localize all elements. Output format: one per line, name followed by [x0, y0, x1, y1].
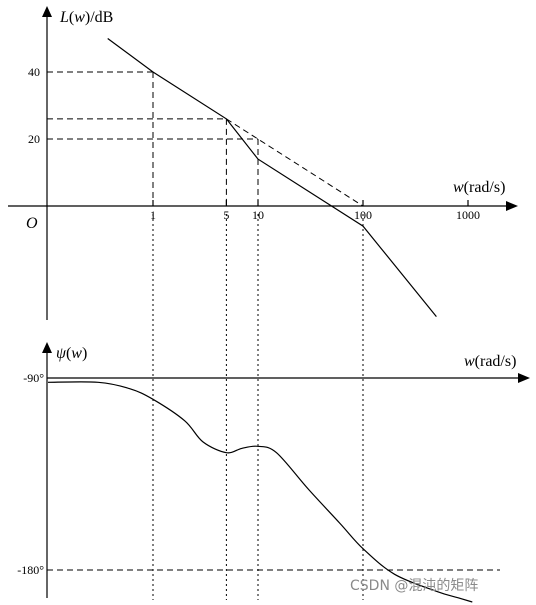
phase-y-tick-label-0: -90° — [23, 371, 44, 385]
phase-ticks: -90° -180° — [17, 371, 500, 577]
watermark: CSDN @混沌的矩阵 — [350, 578, 478, 594]
phase-y-label: ψ(w) — [56, 345, 87, 362]
magnitude-y-label: L(w)/dB — [59, 9, 113, 26]
phase-curve — [47, 381, 473, 603]
origin-label: O — [26, 215, 38, 232]
phase-y-axis-arrow — [42, 342, 52, 353]
magnitude-x-label: w(rad/s) — [453, 179, 505, 196]
phase-plot: ψ(w) w(rad/s) -90° -180° — [17, 342, 530, 603]
phase-x-label: w(rad/s) — [464, 353, 516, 370]
magnitude-x-tick-label-4: 1000 — [456, 208, 480, 222]
magnitude-x-axis-arrow — [506, 201, 518, 211]
phase-y-tick-label-1: -180° — [17, 563, 44, 577]
magnitude-asymptote-line — [107, 38, 437, 317]
frequency-connectors — [152, 214, 364, 600]
magnitude-guides — [47, 71, 259, 206]
phase-x-axis-arrow — [518, 373, 530, 383]
magnitude-y-axis-arrow — [42, 6, 52, 17]
magnitude-y-tick-label-0: 20 — [28, 132, 40, 146]
magnitude-y-tick-label-1: 40 — [28, 65, 40, 79]
magnitude-dashed-asymptote — [226, 118, 364, 207]
